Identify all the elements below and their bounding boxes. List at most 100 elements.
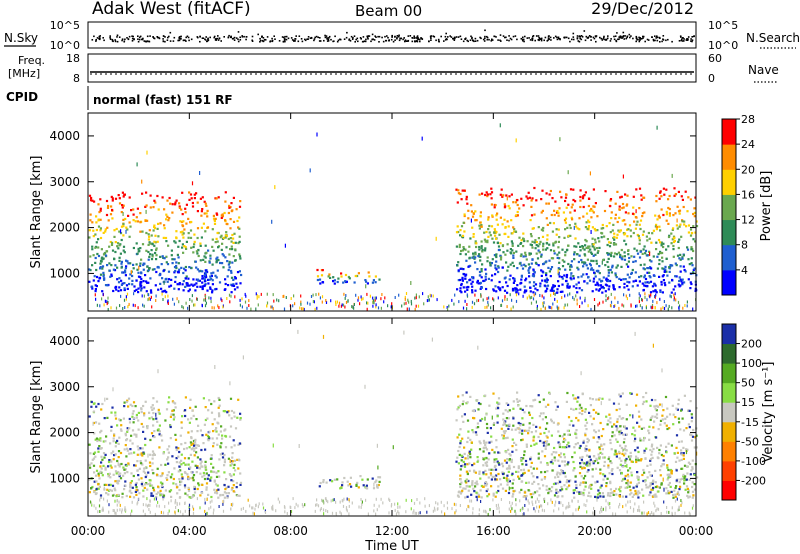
data-cell — [236, 219, 239, 223]
data-cell — [463, 189, 466, 192]
data-cell — [128, 302, 130, 306]
data-cell — [125, 438, 129, 441]
data-cell — [645, 447, 648, 450]
data-cell — [473, 302, 476, 306]
data-cell — [229, 218, 232, 221]
data-cell — [520, 488, 523, 491]
data-cell — [525, 445, 528, 448]
data-cell — [188, 284, 191, 287]
data-cell — [99, 259, 103, 262]
data-cell — [368, 275, 371, 278]
data-cell — [151, 457, 154, 460]
data-cell — [686, 248, 690, 251]
data-cell — [300, 300, 302, 304]
data-cell — [681, 477, 684, 480]
data-cell — [550, 293, 552, 297]
data-cell — [525, 494, 528, 498]
data-cell — [535, 244, 538, 247]
data-cell — [182, 220, 185, 223]
data-cell — [668, 234, 671, 237]
data-cell — [215, 259, 218, 262]
data-cell — [484, 457, 487, 460]
data-cell — [455, 231, 459, 234]
data-cell — [453, 302, 455, 306]
data-cell — [523, 411, 526, 414]
data-cell — [235, 208, 238, 211]
data-cell — [140, 452, 143, 455]
data-cell — [518, 428, 522, 431]
data-cell — [207, 278, 210, 281]
data-cell — [175, 486, 179, 489]
data-cell — [556, 288, 559, 291]
data-cell — [212, 214, 215, 217]
noise-point — [639, 39, 641, 41]
data-cell — [109, 459, 112, 462]
data-cell — [467, 209, 470, 212]
data-cell — [123, 251, 126, 254]
noise-point — [391, 36, 393, 38]
data-cell — [95, 405, 98, 408]
data-cell — [102, 292, 104, 296]
data-cell — [121, 271, 124, 274]
data-cell — [604, 190, 607, 193]
data-cell — [598, 240, 601, 243]
data-cell — [597, 289, 600, 292]
data-cell — [216, 213, 219, 216]
colorbar-swatch — [722, 119, 736, 145]
data-cell — [224, 488, 227, 491]
data-cell — [677, 398, 680, 401]
noise-point — [213, 36, 215, 39]
data-cell — [540, 478, 543, 481]
data-cell — [155, 258, 158, 261]
data-cell — [566, 463, 569, 466]
data-cell — [155, 270, 158, 274]
data-cell — [224, 278, 227, 281]
data-cell — [102, 440, 105, 443]
data-cell — [161, 439, 164, 442]
colorbar-tick-label: 16 — [741, 188, 755, 201]
data-cell — [179, 231, 182, 234]
data-cell — [614, 272, 617, 275]
data-cell — [475, 426, 478, 429]
data-cell — [109, 488, 112, 492]
data-cell — [167, 244, 170, 247]
data-cell — [599, 472, 602, 475]
data-cell — [187, 489, 191, 492]
data-cell — [139, 281, 142, 284]
noise-point — [433, 36, 436, 38]
data-cell — [227, 485, 230, 488]
data-cell — [153, 244, 156, 247]
data-cell — [494, 231, 497, 234]
data-cell — [563, 471, 566, 475]
data-cell — [609, 279, 612, 283]
data-cell — [175, 266, 178, 270]
data-cell — [577, 281, 580, 284]
noise-point — [343, 38, 346, 40]
data-cell — [128, 417, 131, 421]
data-cell — [648, 432, 651, 435]
data-cell — [129, 495, 132, 498]
data-cell — [550, 434, 553, 437]
data-cell — [213, 400, 216, 403]
noise-point — [118, 36, 121, 38]
data-cell — [204, 202, 207, 205]
data-cell — [610, 211, 613, 214]
freq-left-tick-bottom: 8 — [73, 72, 80, 85]
data-cell — [172, 477, 175, 481]
noise-point — [400, 37, 402, 40]
data-cell — [503, 421, 506, 424]
data-cell — [542, 441, 545, 444]
data-cell — [693, 211, 696, 214]
data-cell — [461, 189, 464, 192]
data-cell — [552, 242, 555, 245]
data-cell — [179, 483, 182, 486]
data-cell — [652, 229, 655, 232]
data-cell — [656, 456, 659, 459]
noise-point — [103, 39, 105, 42]
data-cell — [564, 254, 567, 257]
data-cell — [551, 230, 554, 233]
data-cell — [584, 432, 587, 435]
noise-point — [273, 35, 275, 37]
data-cell — [487, 300, 489, 304]
data-cell — [474, 485, 477, 488]
